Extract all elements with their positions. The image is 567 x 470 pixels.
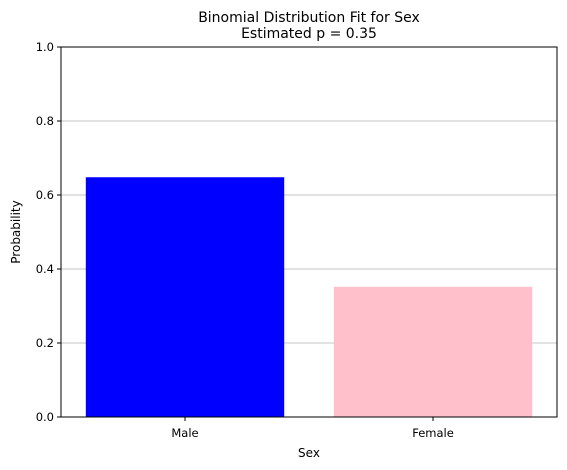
y-axis-ticks: 0.0 0.2 0.4 0.6 0.8 1.0 [36, 40, 61, 424]
x-axis-label: Sex [298, 446, 320, 460]
bar-male [85, 177, 285, 417]
chart-title: Binomial Distribution Fit for Sex [198, 10, 420, 26]
bars [85, 177, 533, 417]
bar-female [333, 286, 533, 417]
y-tick-label: 0.6 [36, 188, 54, 202]
y-axis-label: Probability [9, 200, 23, 263]
x-axis-ticks: Male Female [171, 417, 454, 440]
y-tick-label: 0.8 [36, 114, 54, 128]
y-tick-label: 1.0 [36, 40, 54, 54]
chart-subtitle: Estimated p = 0.35 [241, 26, 377, 42]
y-tick-label: 0.2 [36, 336, 54, 350]
x-tick-label-female: Female [412, 426, 454, 440]
plot-frame [60, 46, 558, 418]
y-tick-label: 0.0 [36, 410, 54, 424]
x-tick-label-male: Male [171, 426, 198, 440]
y-tick-label: 0.4 [36, 262, 54, 276]
